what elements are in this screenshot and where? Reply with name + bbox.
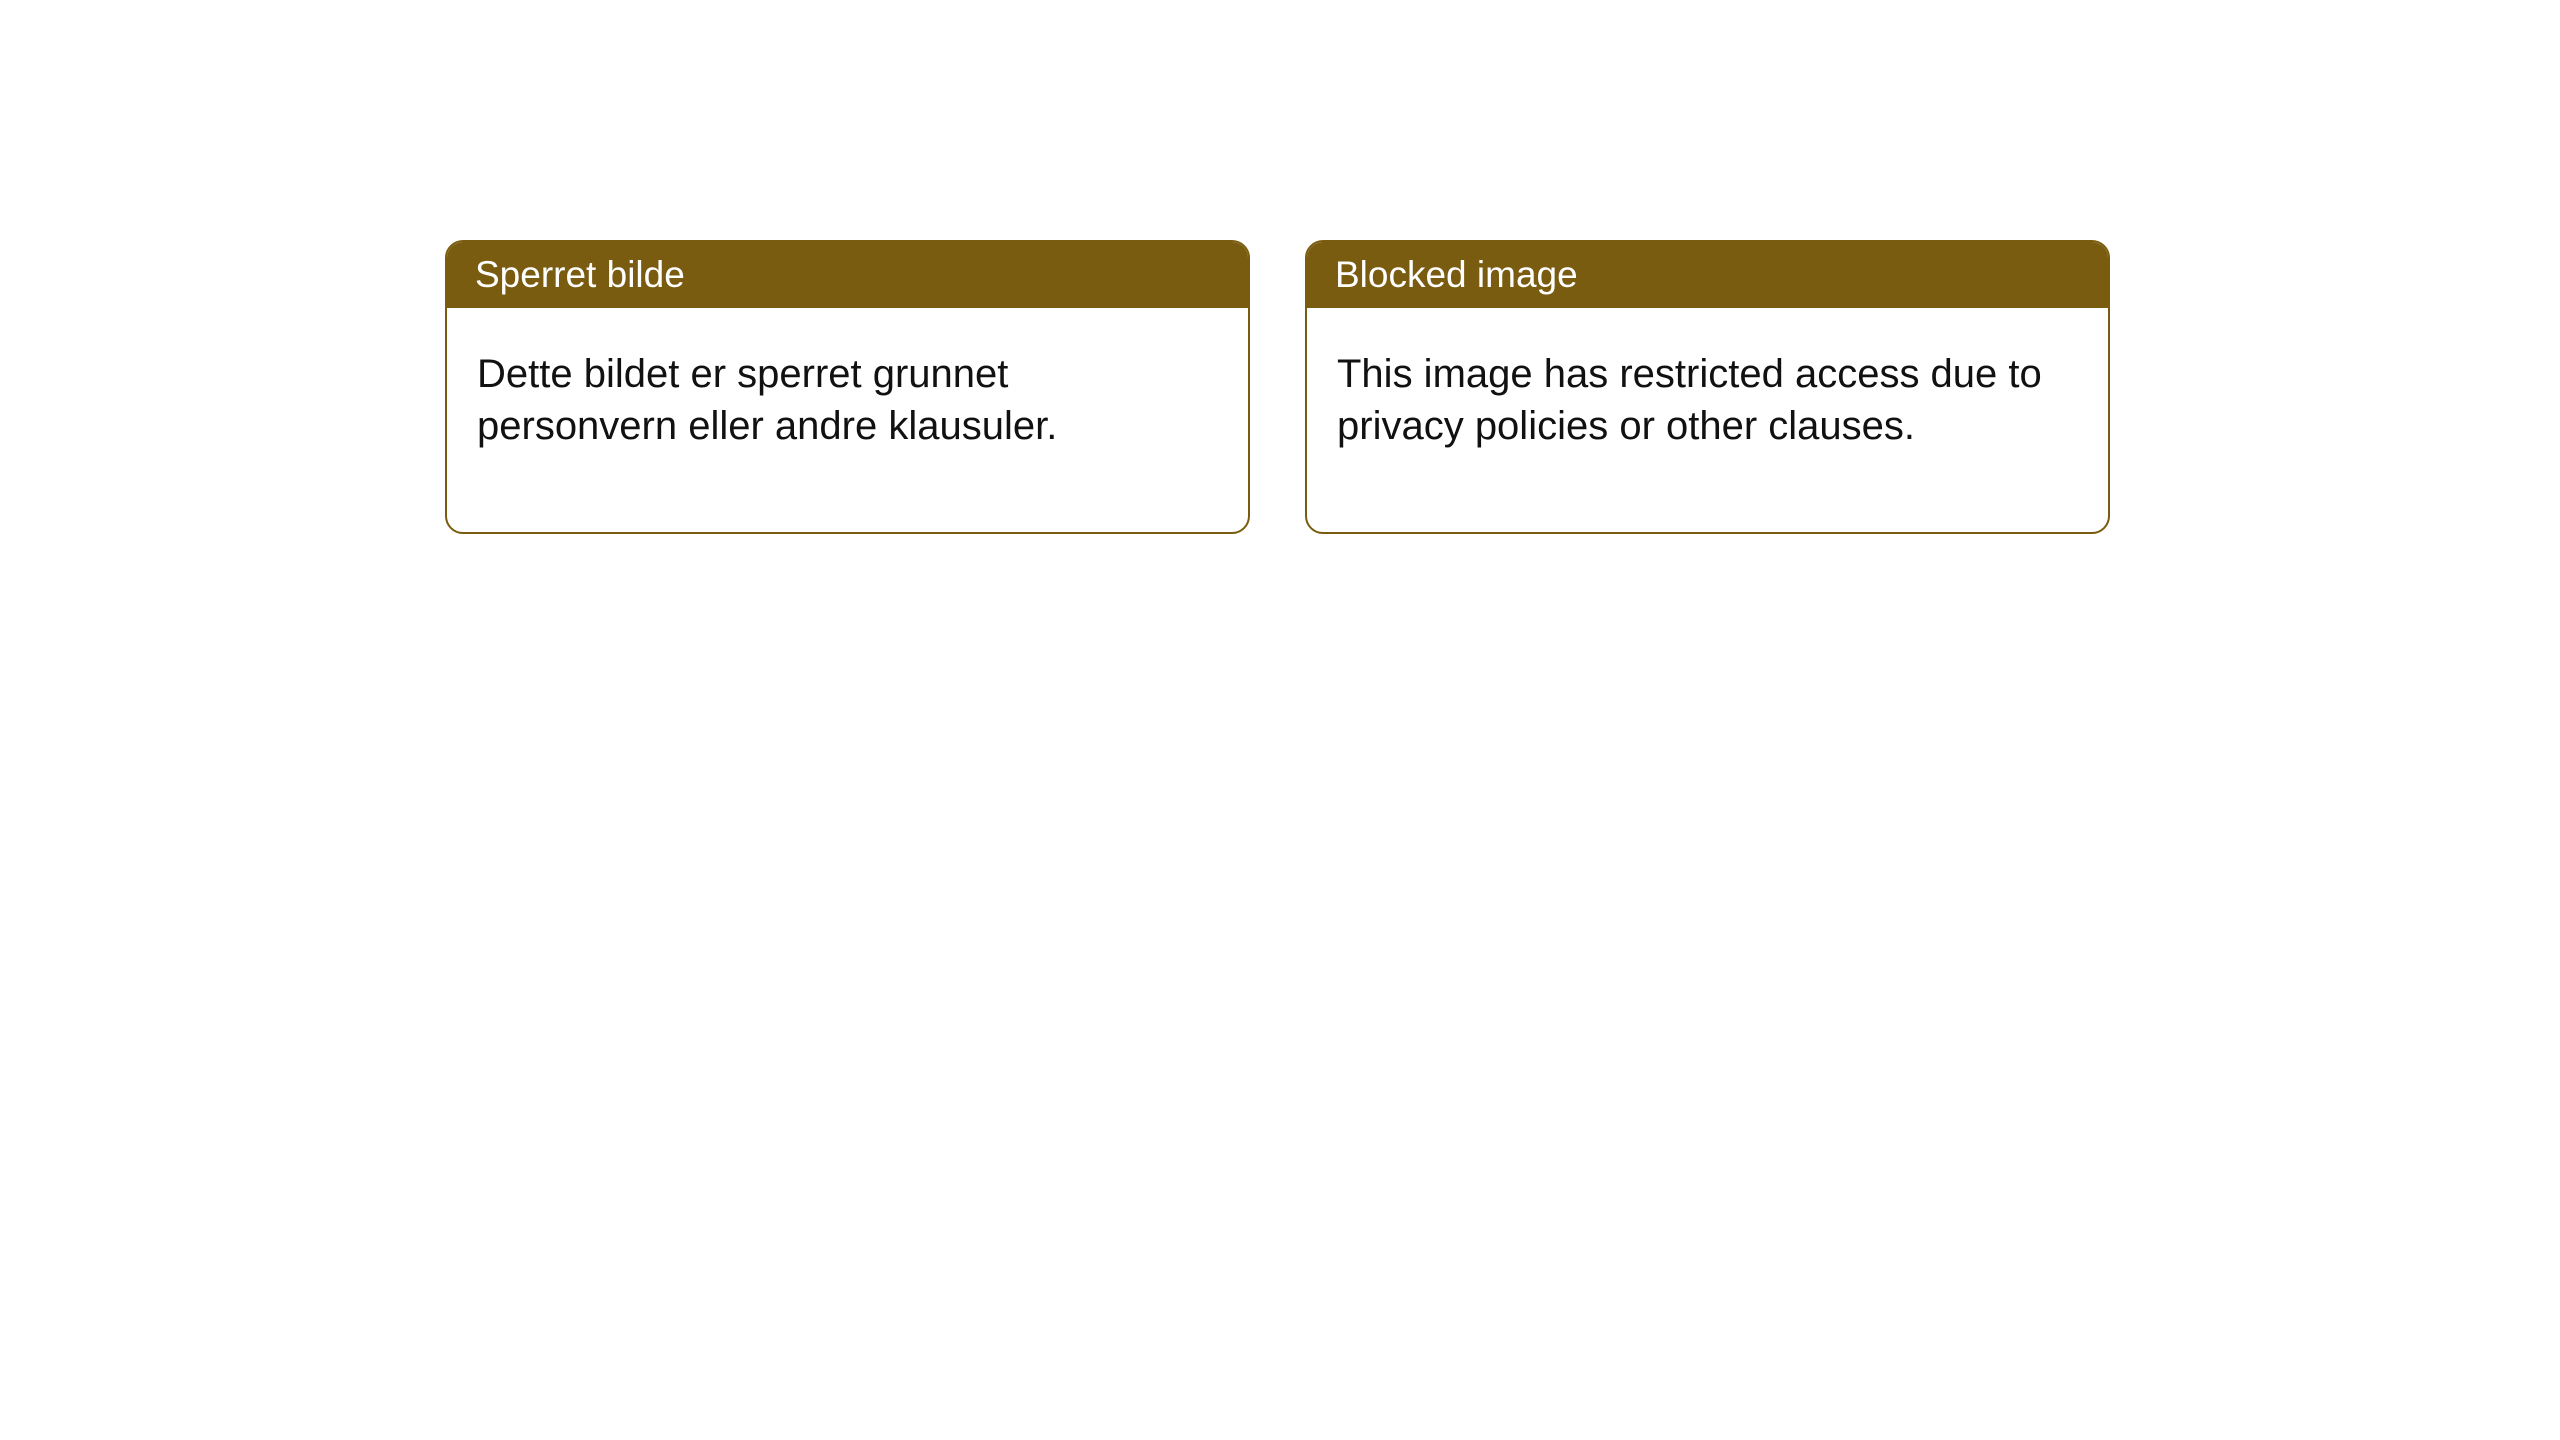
notice-body-no: Dette bildet er sperret grunnet personve… bbox=[447, 308, 1248, 532]
notice-title-en: Blocked image bbox=[1307, 242, 2108, 308]
notice-title-no: Sperret bilde bbox=[447, 242, 1248, 308]
notice-body-en: This image has restricted access due to … bbox=[1307, 308, 2108, 532]
notice-box-en: Blocked image This image has restricted … bbox=[1305, 240, 2110, 534]
notice-container: Sperret bilde Dette bildet er sperret gr… bbox=[445, 240, 2110, 534]
notice-box-no: Sperret bilde Dette bildet er sperret gr… bbox=[445, 240, 1250, 534]
